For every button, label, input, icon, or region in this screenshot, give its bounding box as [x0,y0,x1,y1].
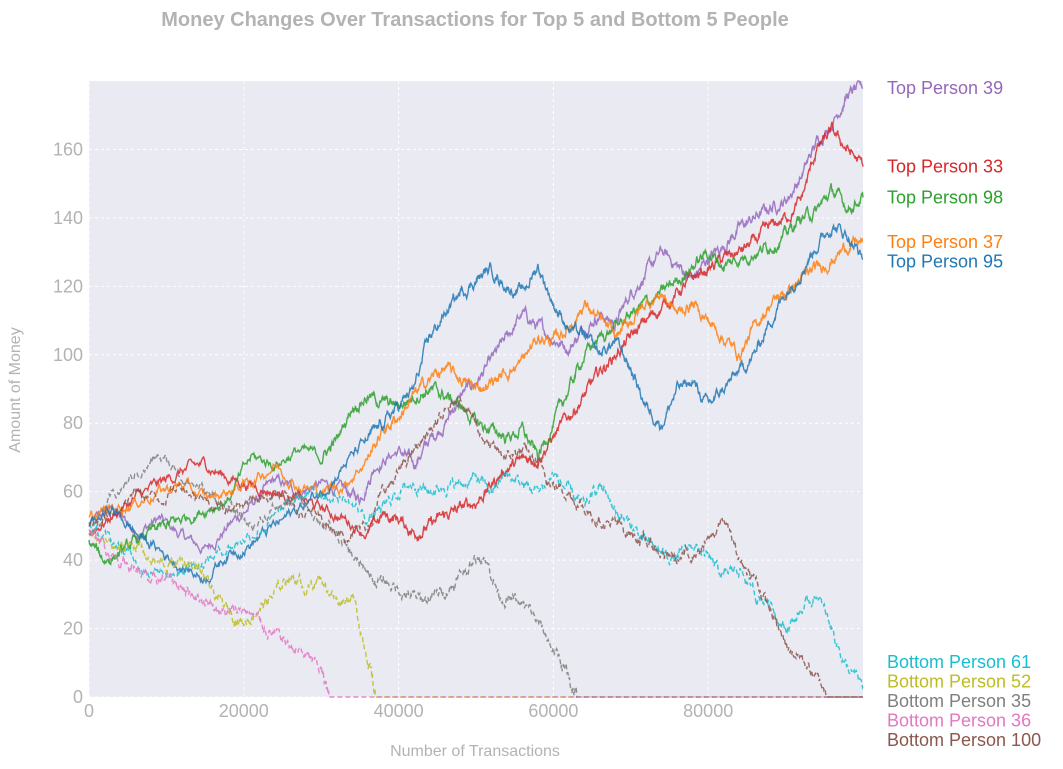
end-label: Bottom Person 61 [887,652,1031,672]
plot-area [89,81,863,697]
x-axis-label: Number of Transactions [390,743,560,760]
y-tick-label: 140 [53,208,83,228]
grid-lines [88,81,863,698]
x-tick-label: 60000 [528,701,578,721]
series-line-bottom-person-52 [88,529,863,698]
y-tick-label: 60 [63,482,83,502]
end-label: Top Person 39 [887,78,1003,98]
x-tick-label: 80000 [683,701,733,721]
end-label: Bottom Person 36 [887,711,1031,731]
y-axis-label: Amount of Money [7,327,24,452]
end-label: Top Person 98 [887,187,1003,207]
series-line-top-person-37 [88,234,864,521]
chart-title: Money Changes Over Transactions for Top … [161,9,789,31]
end-label: Bottom Person 100 [887,730,1041,750]
end-label: Bottom Person 52 [887,672,1031,692]
y-tick-label: 0 [73,687,83,707]
series-line-top-person-33 [88,121,864,543]
end-label: Top Person 33 [887,157,1003,177]
series-line-top-person-95 [88,223,864,585]
series-line-bottom-person-36 [88,529,863,698]
series-line-bottom-person-61 [88,469,864,691]
y-tick-label: 40 [63,550,83,570]
series-layer [88,80,864,698]
series-line-bottom-person-35 [88,452,863,698]
x-tick-label: 20000 [219,701,269,721]
line-end-labels: Top Person 39 Top Person 33 Top Person 98 T… [887,78,1041,750]
y-tick-label: 160 [53,139,83,159]
series-line-bottom-person-100 [88,396,863,698]
end-label: Top Person 95 [887,251,1003,271]
end-label: Bottom Person 35 [887,691,1031,711]
series-line-top-person-39 [88,80,864,555]
x-tick-label: 0 [84,701,94,721]
y-tick-label: 80 [63,413,83,433]
tick-labels: 0 20000 40000 60000 80000 0 20 40 60 80 100 120 140 1… [53,139,733,721]
y-tick-label: 100 [53,345,83,365]
y-tick-label: 120 [53,276,83,296]
end-label: Top Person 37 [887,232,1003,252]
x-tick-label: 40000 [374,701,424,721]
y-tick-label: 20 [63,619,83,639]
